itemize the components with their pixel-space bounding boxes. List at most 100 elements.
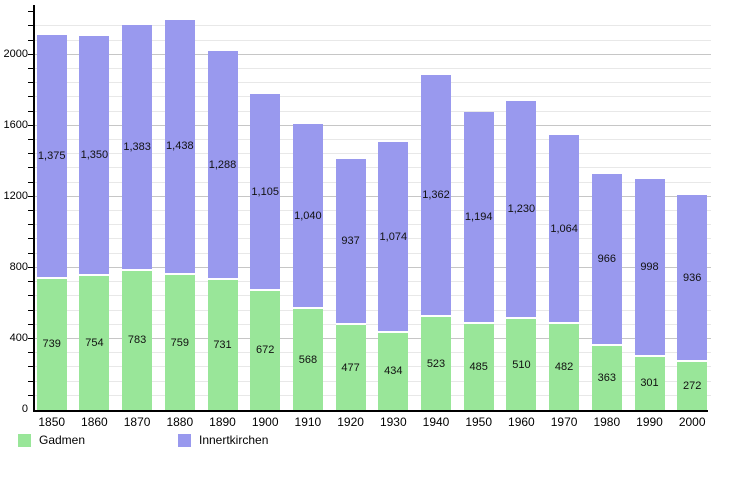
y-tick [28,124,33,126]
y-tick [28,323,33,325]
gridline-minor [35,352,711,354]
bar-value-innertkirchen: 1,288 [208,158,237,171]
y-tick [28,53,33,55]
bar-value-gadmen: 301 [640,377,659,390]
x-axis-label: 1850 [38,415,66,429]
bar-group: 1,362 523 [421,75,451,410]
gridline-minor [35,67,711,69]
y-tick [28,238,33,240]
gridline-minor [35,224,711,226]
y-tick [28,266,33,268]
bar-segment-gadmen: 568 [292,309,323,410]
y-tick [28,252,33,254]
y-tick [28,96,33,98]
bar-segment-innertkirchen: 998 [634,179,665,357]
bar-group: 1,375 739 [36,34,67,410]
gridline-minor [35,210,711,212]
bar-group: 1,288 731 [207,51,238,410]
bar-segment-innertkirchen: 1,105 [250,94,281,291]
y-tick-label: 0 [21,403,28,415]
bar-value-gadmen: 482 [554,361,574,374]
bar-value-innertkirchen: 1,438 [166,140,194,153]
y-tick [28,210,33,212]
gridline-minor [35,309,711,311]
gridline-minor [35,295,711,297]
y-tick [28,181,33,183]
x-axis-label: 1950 [465,415,493,429]
bar-value-innertkirchen: 936 [683,271,702,284]
legend-swatch-gadmen [18,433,31,447]
gridline-minor [35,139,711,140]
y-axis-line [33,5,35,410]
bar-value-gadmen: 434 [384,365,403,378]
x-axis-label: 1880 [166,415,194,429]
x-axis-label: 1980 [593,415,621,429]
bar-group: 936 272 [677,195,708,410]
gridline-minor [35,252,711,254]
legend: Gadmen Innertkirchen [0,433,745,447]
bar-value-gadmen: 363 [597,371,616,384]
bar-segment-innertkirchen: 1,064 [549,135,580,325]
x-axis-label: 1890 [209,415,236,429]
bar-value-gadmen: 523 [426,357,446,370]
y-tick-label: 2000 [3,47,28,60]
bar-segment-innertkirchen: 1,040 [292,124,323,310]
gridline-minor [35,380,711,382]
gridline-minor [35,96,711,98]
bar-value-innertkirchen: 1,040 [294,209,322,222]
bar-group: 998 301 [634,179,665,410]
bar-value-innertkirchen: 1,064 [550,222,578,235]
x-axis-label: 1930 [379,415,407,429]
bar-segment-gadmen: 510 [506,319,537,410]
bar-value-innertkirchen: 1,230 [507,203,536,216]
gridline-minor [35,394,711,396]
x-axis-label: 1990 [636,415,663,429]
gridline-minor [35,167,711,169]
bar-group: 1,350 754 [79,36,110,410]
bar-value-innertkirchen: 1,194 [464,210,493,223]
bar-segment-gadmen: 739 [36,278,67,410]
bar-group: 1,040 568 [292,124,323,410]
legend-item-gadmen: Gadmen [18,433,85,447]
gridline-major [35,124,711,126]
bar-segment-innertkirchen: 1,194 [463,111,494,324]
gridline-minor [35,181,711,183]
y-tick [28,224,33,226]
y-tick [28,195,33,197]
gridline-major [35,53,711,55]
gridline-minor [35,281,711,283]
y-tick [28,82,33,84]
y-tick [28,394,33,396]
bar-group: 1,105 672 [250,94,281,410]
bar-value-gadmen: 672 [256,344,275,357]
bar-segment-gadmen: 363 [591,345,622,410]
bar-value-innertkirchen: 966 [597,252,616,265]
bar-segment-gadmen: 754 [79,276,110,410]
y-tick-label: 1200 [3,189,28,202]
gridline-minor [35,25,711,27]
y-tick [28,380,33,382]
bar-segment-gadmen: 301 [634,356,665,410]
gridline-major [35,337,711,339]
bar-value-innertkirchen: 1,074 [379,230,408,243]
plot-area: 0 400 800 1200 1600 2000 1,375 739 1850 1,350 754 1… [4,5,711,429]
bar-value-gadmen: 485 [469,360,488,373]
bar-value-gadmen: 759 [170,336,189,349]
bar-value-gadmen: 510 [512,358,531,371]
bar-value-innertkirchen: 937 [341,235,360,248]
bar-segment-innertkirchen: 936 [677,195,708,362]
bar-value-gadmen: 272 [683,379,702,392]
y-tick [28,153,33,155]
bar-segment-innertkirchen: 966 [591,173,622,346]
x-axis-label: 1970 [550,415,578,429]
bar-value-gadmen: 568 [298,353,318,366]
bar-value-gadmen: 477 [341,361,360,374]
gridline-minor [35,39,711,41]
bar-segment-gadmen: 434 [378,332,409,410]
legend-swatch-innertkirchen [178,433,191,447]
y-tick [28,11,33,13]
y-tick [28,337,33,339]
bar-value-innertkirchen: 1,383 [123,141,151,154]
gridline-minor [35,153,711,155]
